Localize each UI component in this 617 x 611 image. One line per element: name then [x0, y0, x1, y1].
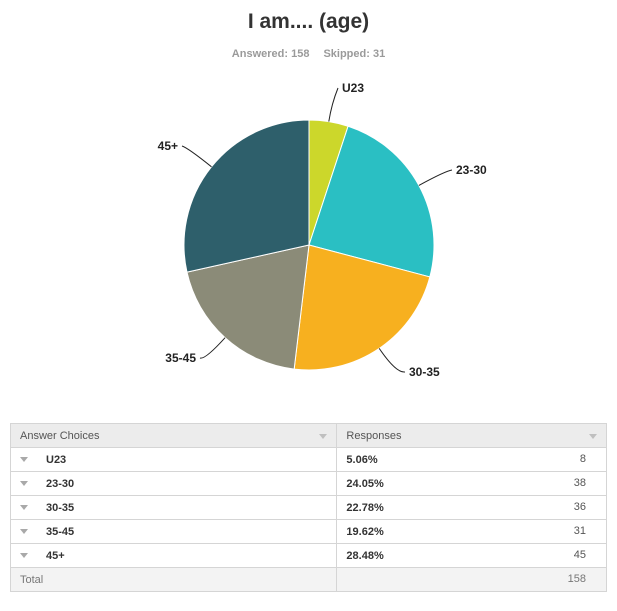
answer-choices-header-label: Answer Choices — [20, 429, 100, 442]
sort-caret-icon[interactable] — [589, 434, 597, 439]
slice-label: U23 — [342, 81, 364, 95]
response-stats: Answered: 158 Skipped: 31 — [0, 48, 617, 60]
choice-label: 30-35 — [46, 501, 75, 514]
sort-caret-icon[interactable] — [319, 434, 328, 439]
response-cell: 28.48% 45 — [336, 543, 607, 568]
choice-label: 23-30 — [46, 477, 75, 490]
slice-label: 45+ — [158, 139, 178, 153]
response-percent: 28.48% — [346, 549, 384, 562]
skipped-count: Skipped: 31 — [323, 48, 386, 60]
leader-line — [328, 87, 339, 122]
response-percent: 5.06% — [346, 453, 378, 466]
slice-label: 23-30 — [456, 163, 487, 177]
expand-caret-icon[interactable] — [20, 505, 28, 511]
choice-cell: 35-45 — [9, 519, 338, 544]
choice-cell: U23 — [9, 447, 338, 472]
response-percent: 22.78% — [346, 501, 384, 514]
responses-header-label: Responses — [346, 429, 402, 442]
responses-header[interactable]: Responses — [336, 423, 607, 448]
leader-line — [418, 169, 453, 186]
table-row: 45+ 28.48% 45 — [9, 543, 607, 568]
total-row: Total 158 — [9, 567, 607, 592]
answered-count: Answered: 158 — [231, 48, 310, 60]
choice-cell: 30-35 — [9, 495, 338, 520]
table-row: U23 5.06% 8 — [9, 447, 607, 472]
pie-slice-23-30[interactable] — [308, 125, 435, 278]
leader-line — [378, 348, 406, 373]
table-row: 30-35 22.78% 36 — [9, 495, 607, 520]
response-count: 36 — [573, 501, 586, 513]
expand-caret-icon[interactable] — [20, 481, 28, 487]
table-row: 35-45 19.62% 31 — [9, 519, 607, 544]
pie-chart: U23 23-30 30-35 35-45 45+ — [158, 81, 487, 379]
total-cell: 158 — [336, 567, 607, 592]
response-count: 38 — [573, 477, 586, 489]
responses-table: Answer Choices Responses U23 5.06% 8 23-3… — [9, 423, 607, 592]
response-percent: 19.62% — [346, 525, 384, 538]
pie-slice-45-[interactable] — [183, 119, 310, 273]
total-value: 158 — [567, 573, 586, 585]
choice-cell: 45+ — [9, 543, 338, 568]
response-percent: 24.05% — [346, 477, 384, 490]
choice-cell: 23-30 — [9, 471, 338, 496]
expand-caret-icon[interactable] — [20, 529, 28, 535]
choice-label: U23 — [46, 453, 67, 466]
response-cell: 24.05% 38 — [336, 471, 607, 496]
pie-slice-35-45[interactable] — [186, 244, 310, 370]
response-cell: 19.62% 31 — [336, 519, 607, 544]
slice-label: 30-35 — [409, 365, 440, 379]
response-count: 45 — [573, 549, 586, 561]
choice-label: 45+ — [46, 549, 65, 562]
total-label: Total — [9, 567, 338, 592]
response-cell: 5.06% 8 — [336, 447, 607, 472]
slice-label: 35-45 — [165, 351, 196, 365]
expand-caret-icon[interactable] — [20, 457, 28, 463]
leader-line — [199, 337, 226, 359]
leader-line — [181, 145, 212, 168]
chart-title: I am.... (age) — [247, 10, 370, 33]
choice-label: 35-45 — [46, 525, 75, 538]
response-count: 8 — [579, 453, 586, 465]
expand-caret-icon[interactable] — [20, 553, 28, 559]
table-row: 23-30 24.05% 38 — [9, 471, 607, 496]
response-cell: 22.78% 36 — [336, 495, 607, 520]
answer-choices-header[interactable]: Answer Choices — [9, 423, 338, 448]
response-count: 31 — [573, 525, 586, 537]
